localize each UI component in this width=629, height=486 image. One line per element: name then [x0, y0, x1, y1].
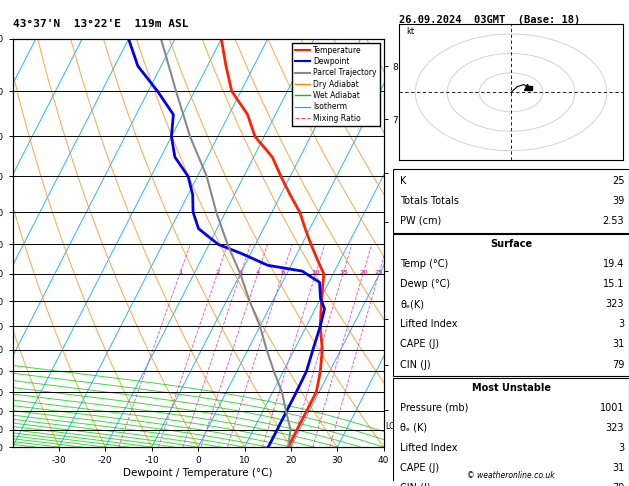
Text: Lifted Index: Lifted Index — [400, 443, 458, 453]
Legend: Temperature, Dewpoint, Parcel Trajectory, Dry Adiabat, Wet Adiabat, Isotherm, Mi: Temperature, Dewpoint, Parcel Trajectory… — [292, 43, 380, 125]
Text: 25: 25 — [612, 176, 625, 186]
Text: Totals Totals: Totals Totals — [400, 196, 459, 206]
Text: 3: 3 — [618, 319, 625, 330]
Text: K: K — [400, 176, 406, 186]
Text: 4: 4 — [256, 270, 260, 275]
Text: 323: 323 — [606, 299, 625, 310]
Text: Dewp (°C): Dewp (°C) — [400, 279, 450, 289]
Text: 79: 79 — [612, 360, 625, 369]
Bar — [393, 234, 629, 376]
X-axis label: Dewpoint / Temperature (°C): Dewpoint / Temperature (°C) — [123, 468, 273, 478]
Text: 20: 20 — [359, 270, 367, 275]
Text: 43°37'N  13°22'E  119m ASL: 43°37'N 13°22'E 119m ASL — [13, 19, 188, 29]
Text: 2: 2 — [216, 270, 220, 275]
Text: CAPE (J): CAPE (J) — [400, 463, 439, 473]
Text: CAPE (J): CAPE (J) — [400, 339, 439, 349]
Text: θₑ (K): θₑ (K) — [400, 423, 427, 433]
Text: 26.09.2024  03GMT  (Base: 18): 26.09.2024 03GMT (Base: 18) — [399, 15, 581, 25]
Text: 1: 1 — [178, 270, 182, 275]
Text: 31: 31 — [612, 463, 625, 473]
Text: Lifted Index: Lifted Index — [400, 319, 458, 330]
Text: PW (cm): PW (cm) — [400, 216, 442, 226]
Text: 39: 39 — [612, 196, 625, 206]
Text: 25: 25 — [375, 270, 384, 275]
Text: hPa: hPa — [0, 238, 1, 248]
Text: Temp (°C): Temp (°C) — [400, 259, 448, 269]
Text: Pressure (mb): Pressure (mb) — [400, 403, 469, 413]
Y-axis label: km
ASL: km ASL — [415, 243, 432, 262]
Bar — [393, 378, 629, 486]
Text: 3: 3 — [239, 270, 243, 275]
Text: 3: 3 — [618, 443, 625, 453]
Text: 10: 10 — [311, 270, 320, 275]
Text: 19.4: 19.4 — [603, 259, 625, 269]
Bar — [393, 169, 629, 233]
Text: 79: 79 — [612, 483, 625, 486]
Text: 31: 31 — [612, 339, 625, 349]
Text: 15.1: 15.1 — [603, 279, 625, 289]
Text: 15: 15 — [339, 270, 348, 275]
Text: Most Unstable: Most Unstable — [472, 383, 550, 393]
Text: CIN (J): CIN (J) — [400, 483, 431, 486]
Text: Surface: Surface — [490, 239, 532, 249]
Text: 323: 323 — [606, 423, 625, 433]
Text: 1001: 1001 — [600, 403, 625, 413]
Text: kt: kt — [406, 27, 414, 36]
Text: LCL: LCL — [386, 422, 399, 432]
Text: CIN (J): CIN (J) — [400, 360, 431, 369]
Text: θₑ(K): θₑ(K) — [400, 299, 424, 310]
Text: 6: 6 — [281, 270, 285, 275]
Text: © weatheronline.co.uk: © weatheronline.co.uk — [467, 470, 555, 480]
Text: Mixing Ratio (g/kg): Mixing Ratio (g/kg) — [431, 203, 440, 283]
Text: 2.53: 2.53 — [603, 216, 625, 226]
